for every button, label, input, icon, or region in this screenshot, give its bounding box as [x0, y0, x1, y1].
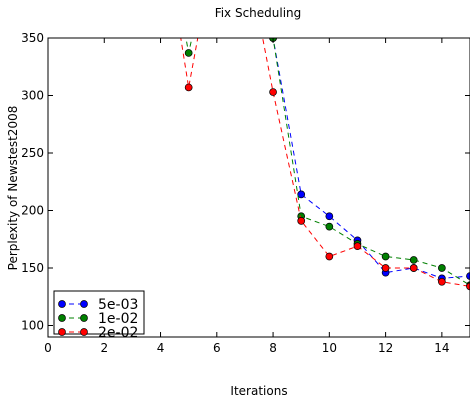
legend-marker-5e-03 [80, 300, 88, 308]
x-tick-label: 6 [213, 341, 221, 355]
data-point-2e-02 [297, 217, 306, 225]
data-point-2e-02 [381, 264, 390, 272]
series-line-2e-02 [180, 38, 470, 287]
series-line-5e-03 [272, 38, 470, 279]
legend-label-2e-02: 2e-02 [98, 325, 138, 341]
data-point-2e-02 [325, 252, 334, 261]
series-layer [180, 38, 470, 291]
x-tick-label: 8 [269, 341, 277, 355]
data-point-2e-02 [466, 282, 470, 291]
data-point-5e-03 [466, 272, 470, 280]
x-tick-label: 14 [434, 341, 449, 355]
chart-title: Fix Scheduling [215, 6, 302, 20]
data-point-1e-02 [409, 256, 418, 264]
plot-frame [47, 37, 470, 338]
data-point-2e-02 [184, 83, 193, 92]
data-point-2e-02 [438, 277, 446, 286]
legend-marker-2e-02 [80, 328, 88, 336]
y-tick-label: 250 [21, 146, 44, 160]
data-point-1e-02 [325, 222, 334, 231]
x-tick-label: 4 [157, 341, 165, 355]
data-point-1e-02 [184, 49, 193, 57]
y-tick-label: 300 [21, 89, 44, 103]
legend-marker-1e-02 [58, 314, 66, 322]
data-point-1e-02 [381, 252, 390, 261]
data-point-1e-02 [438, 264, 446, 272]
y-axis-label: Perplexity of Newstest2008 [6, 106, 20, 271]
x-axis-label: Iterations [230, 384, 287, 398]
legend-frame [53, 290, 145, 335]
legend-marker-1e-02 [80, 314, 88, 322]
legend-marker-5e-03 [58, 300, 66, 308]
data-point-5e-03 [325, 212, 334, 221]
x-tick-label: 10 [322, 341, 337, 355]
y-tick-label: 150 [21, 261, 44, 275]
data-point-2e-02 [409, 264, 418, 272]
x-tick-label: 2 [100, 341, 108, 355]
axis-layer: 0 2 4 6 8 10 12 14 100 150 200 250 300 350 [21, 31, 470, 355]
data-point-2e-02 [269, 88, 277, 96]
series-line-1e-02 [185, 38, 470, 286]
x-tick-label: 12 [378, 341, 393, 355]
data-point-5e-03 [297, 190, 306, 199]
y-tick-label: 350 [21, 31, 44, 45]
y-tick-label: 200 [21, 204, 44, 218]
legend-label-1e-02: 1e-02 [98, 311, 138, 327]
data-point-2e-02 [353, 242, 362, 250]
y-tick-label: 100 [21, 319, 44, 333]
x-tick-label: 0 [44, 341, 52, 355]
legend-marker-2e-02 [58, 328, 66, 336]
legend-label-5e-03: 5e-03 [98, 297, 138, 313]
